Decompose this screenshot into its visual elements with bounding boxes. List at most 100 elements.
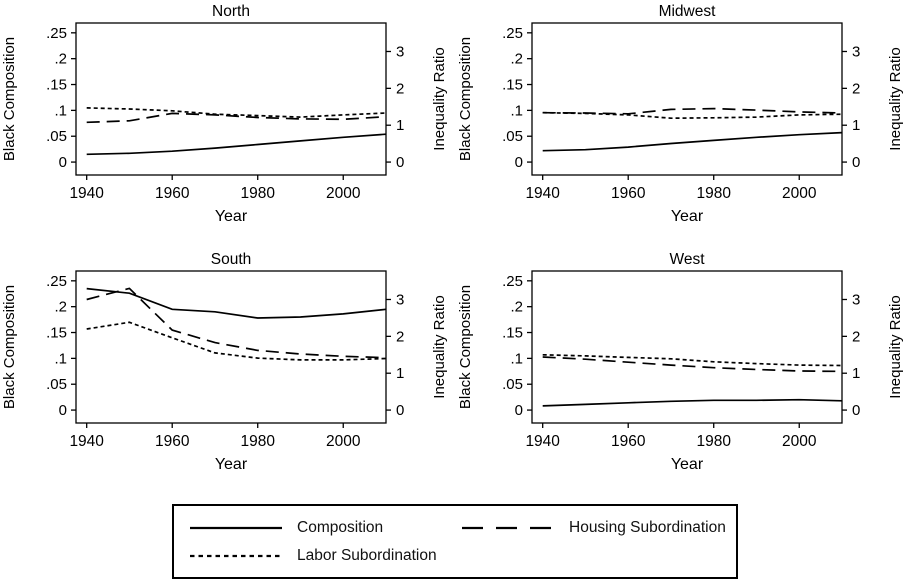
x-tick-label: 1980 (240, 185, 275, 202)
labor-subordination-line (542, 353, 843, 367)
x-tick-label: 1960 (155, 185, 190, 202)
left-tick-label: .25 (46, 25, 67, 42)
right-tick-label: 2 (396, 328, 404, 345)
housing-subordination-line (542, 356, 843, 373)
left-axis-title: Black Composition (1, 285, 18, 409)
x-tick-label: 1960 (611, 433, 646, 450)
legend-line-solid-icon (190, 526, 282, 530)
legend-label-composition: Composition (297, 519, 384, 536)
left-tick-label: .1 (54, 102, 67, 119)
plot-area (531, 22, 843, 176)
left-tick-label: .1 (54, 350, 67, 367)
chart-panel-north: North .25.2.15.1.05 0 3 2 1 0 1940 1960 1980 2000 B… (0, 0, 456, 248)
composition-line (542, 131, 843, 152)
panel-title: West (669, 251, 705, 268)
legend-item-composition: Composition (188, 519, 460, 537)
labor-subordination-line (86, 321, 387, 361)
x-axis-title: Year (671, 456, 704, 473)
left-tick-label: .15 (502, 325, 523, 342)
plot-area (531, 270, 843, 424)
left-tick-label: .15 (502, 77, 523, 94)
legend-label-housing-subordination: Housing Subordination (569, 519, 726, 536)
plot-area (75, 22, 387, 176)
x-tick-label: 1940 (69, 185, 104, 202)
left-tick-label: 0 (515, 402, 523, 419)
left-tick-label: .25 (46, 273, 67, 290)
charts-grid: North .25.2.15.1.05 0 3 2 1 0 1940 1960 1980 2000 B… (0, 0, 912, 496)
right-axis-title: Inequality Ratio (431, 295, 448, 398)
labor-subordination-line (542, 111, 843, 120)
left-tick-label: .2 (54, 51, 67, 68)
legend-item-labor-subordination: Labor Subordination (188, 547, 460, 565)
left-tick-label: 0 (59, 402, 67, 419)
chart-panel-west: West .25.2.15.1.05 0 3 2 1 0 1940 1960 1980 2000 Bl… (456, 248, 912, 496)
left-tick-label: .05 (46, 376, 67, 393)
chart-panel-south: South .25.2.15.1.05 0 3 2 1 0 1940 1960 1980 2000 B… (0, 248, 456, 496)
x-tick-label: 1980 (696, 185, 731, 202)
right-tick-label: 0 (396, 154, 404, 171)
left-tick-label: .2 (54, 299, 67, 316)
left-tick-label: .1 (510, 102, 523, 119)
left-tick-label: .1 (510, 350, 523, 367)
right-tick-label: 1 (852, 117, 860, 134)
right-tick-label: 0 (396, 402, 404, 419)
left-axis-title: Black Composition (457, 37, 474, 161)
labor-subordination-line (86, 107, 387, 118)
legend-line-short-dash-icon (190, 554, 282, 558)
legend-label-labor-subordination: Labor Subordination (297, 547, 437, 564)
left-tick-label: .25 (502, 273, 523, 290)
chart-panel-midwest: Midwest .25.2.15.1.05 0 3 2 1 0 1940 1960 1980 200… (456, 0, 912, 248)
x-axis-title: Year (671, 208, 704, 225)
x-tick-label: 1940 (69, 433, 104, 450)
x-tick-label: 1940 (525, 185, 560, 202)
right-tick-label: 1 (852, 365, 860, 382)
right-tick-label: 2 (852, 328, 860, 345)
left-axis-title: Black Composition (1, 37, 18, 161)
x-tick-label: 1960 (611, 185, 646, 202)
left-tick-label: .05 (46, 128, 67, 145)
legend-line-long-dash-icon (462, 526, 554, 530)
left-tick-label: .2 (510, 51, 523, 68)
right-tick-label: 0 (852, 154, 860, 171)
legend: Composition Housing Subordination Labor … (172, 504, 738, 579)
left-tick-label: 0 (515, 154, 523, 171)
right-tick-label: 3 (396, 43, 404, 60)
left-tick-label: .05 (502, 376, 523, 393)
x-tick-label: 2000 (326, 433, 361, 450)
right-tick-label: 3 (396, 291, 404, 308)
x-tick-label: 1960 (155, 433, 190, 450)
left-tick-label: .15 (46, 77, 67, 94)
x-axis-title: Year (215, 456, 248, 473)
left-tick-label: .25 (502, 25, 523, 42)
x-axis-title: Year (215, 208, 248, 225)
x-tick-label: 1940 (525, 433, 560, 450)
left-tick-label: .2 (510, 299, 523, 316)
x-tick-label: 2000 (782, 433, 817, 450)
panel-title: North (212, 3, 250, 20)
left-tick-label: .05 (502, 128, 523, 145)
housing-subordination-line (86, 287, 387, 359)
right-axis-title: Inequality Ratio (887, 295, 904, 398)
left-tick-label: 0 (59, 154, 67, 171)
housing-subordination-line (86, 112, 387, 124)
right-tick-label: 1 (396, 365, 404, 382)
panel-title: South (211, 251, 252, 268)
right-axis-title: Inequality Ratio (431, 47, 448, 150)
right-axis-title: Inequality Ratio (887, 47, 904, 150)
right-tick-label: 2 (852, 80, 860, 97)
left-axis-title: Black Composition (457, 285, 474, 409)
right-tick-label: 3 (852, 43, 860, 60)
panel-title: Midwest (659, 3, 717, 20)
x-tick-label: 1980 (240, 433, 275, 450)
composition-line (542, 398, 843, 407)
x-tick-label: 2000 (782, 185, 817, 202)
right-tick-label: 2 (396, 80, 404, 97)
x-tick-label: 2000 (326, 185, 361, 202)
left-tick-label: .15 (46, 325, 67, 342)
legend-item-housing-subordination: Housing Subordination (460, 519, 726, 537)
right-tick-label: 0 (852, 402, 860, 419)
